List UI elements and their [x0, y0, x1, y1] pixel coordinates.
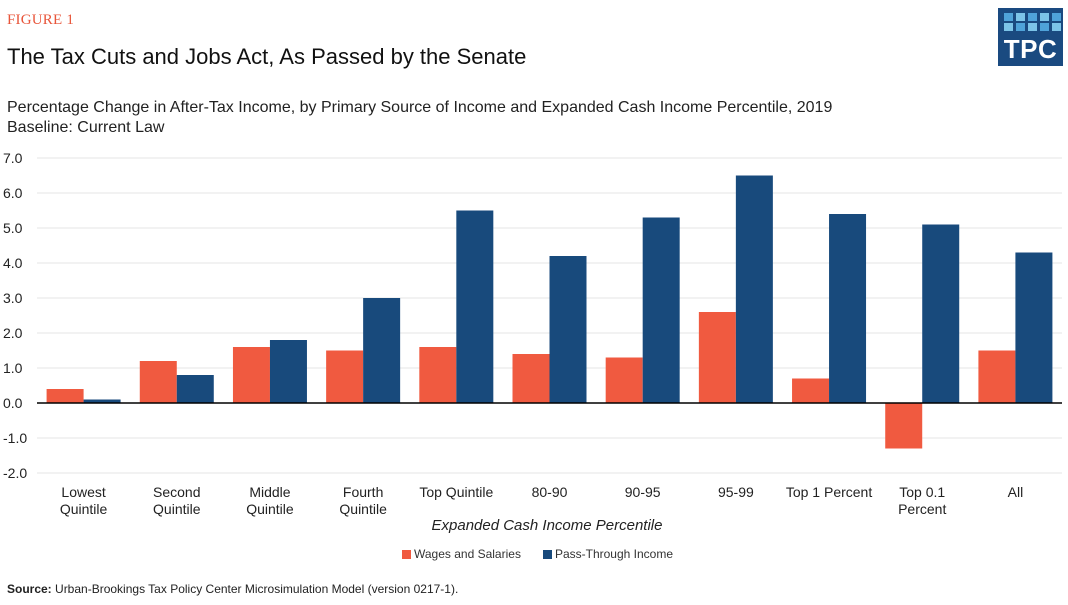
bar-wages	[512, 354, 550, 403]
bar-wages	[978, 350, 1016, 403]
x-category-label: Second Quintile	[153, 484, 201, 517]
y-tick-label: 6.0	[3, 185, 23, 201]
x-category-label: Top Quintile	[419, 484, 493, 500]
y-tick-label: 4.0	[3, 255, 23, 271]
y-tick-label: 2.0	[3, 325, 23, 341]
x-axis-categories: Lowest Quintile Second Quintile Middle Quinti…	[60, 484, 1023, 517]
y-tick-label: 0.0	[3, 395, 23, 411]
bar-wages	[326, 350, 364, 403]
x-axis-label: Expanded Cash Income Percentile	[431, 517, 663, 534]
bar-wages	[698, 312, 736, 403]
figure-label: FIGURE 1	[7, 12, 75, 28]
bar-wages	[46, 389, 84, 403]
bar-pass-through	[83, 399, 121, 403]
legend-label-pass-through: Pass-Through Income	[554, 547, 674, 561]
legend-swatch-wages	[402, 549, 411, 559]
bar-pass-through	[363, 298, 401, 403]
x-category-label: Fourth Quintile	[339, 484, 387, 517]
bar-pass-through	[922, 224, 960, 403]
x-category-label: 90-95	[625, 484, 661, 500]
y-tick-label: 7.0	[3, 150, 23, 166]
legend-item-pass-through: Pass-Through Income	[542, 547, 674, 561]
legend: Wages and Salaries Pass-Through Income	[402, 547, 673, 561]
x-category-label: All	[1008, 484, 1024, 500]
x-category-label: Middle Quintile	[246, 484, 294, 517]
y-axis-ticks: 7.0 6.0 5.0 4.0 3.0 2.0 1.0 0.0 -1.0 -2.0	[3, 150, 27, 481]
y-tick-label: 5.0	[3, 220, 23, 236]
bar-pass-through	[642, 217, 680, 403]
legend-item-wages: Wages and Salaries	[402, 547, 521, 561]
source-note: Source: Urban-Brookings Tax Policy Cente…	[7, 582, 458, 596]
bar-wages	[419, 347, 457, 403]
logo-text: TPC	[1003, 34, 1058, 64]
chart-subtitle: Percentage Change in After-Tax Income, b…	[7, 98, 832, 138]
chart-title: The Tax Cuts and Jobs Act, As Passed by …	[7, 44, 527, 69]
bars	[46, 175, 1053, 449]
x-category-label: Top 1 Percent	[786, 484, 872, 500]
subtitle-line: Percentage Change in After-Tax Income, b…	[7, 99, 833, 116]
source-label: Source:	[7, 582, 52, 596]
y-tick-label: -2.0	[3, 465, 27, 481]
bar-wages	[605, 357, 643, 403]
logo-grid-icon	[1004, 13, 1061, 31]
baseline-line: Baseline: Current Law	[7, 119, 165, 136]
bar-pass-through	[269, 340, 307, 403]
bar-pass-through	[176, 375, 214, 403]
bar-wages	[885, 403, 923, 449]
x-category-label: Lowest Quintile	[60, 484, 108, 517]
tpc-logo: TPC	[998, 8, 1063, 66]
legend-swatch-pass-through	[542, 549, 552, 559]
x-category-label: 95-99	[718, 484, 754, 500]
bar-wages	[792, 378, 830, 403]
x-category-label: 80-90	[532, 484, 568, 500]
bar-wages	[232, 347, 270, 403]
y-tick-label: 1.0	[3, 360, 23, 376]
bar-wages	[139, 361, 177, 403]
legend-label-wages: Wages and Salaries	[414, 547, 521, 561]
y-tick-label: -1.0	[3, 430, 27, 446]
bar-pass-through	[1015, 252, 1053, 403]
y-tick-label: 3.0	[3, 290, 23, 306]
bar-pass-through	[456, 210, 494, 403]
x-category-label: Top 0.1 Percent	[898, 484, 946, 517]
bar-pass-through	[549, 256, 587, 403]
source-text: Urban-Brookings Tax Policy Center Micros…	[51, 582, 459, 596]
bar-pass-through	[829, 214, 867, 403]
bar-pass-through	[735, 175, 773, 403]
